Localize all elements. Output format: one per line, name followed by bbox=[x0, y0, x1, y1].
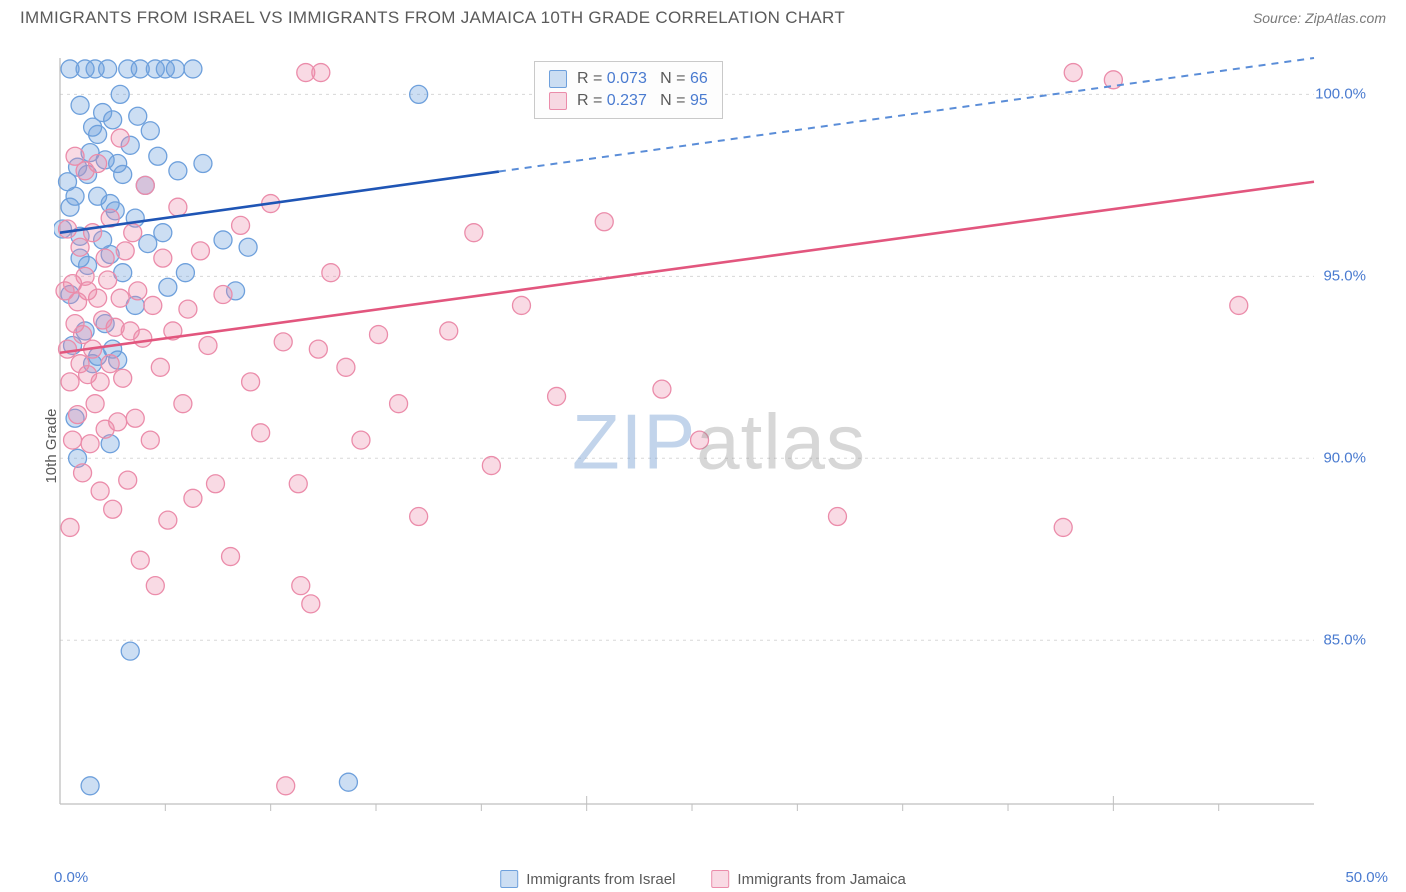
x-axis-min-label: 0.0% bbox=[54, 869, 88, 886]
stats-row-israel: R = 0.073 N = 66 bbox=[549, 68, 708, 90]
legend-label: Immigrants from Israel bbox=[526, 871, 675, 888]
chart-title: IMMIGRANTS FROM ISRAEL VS IMMIGRANTS FRO… bbox=[20, 8, 845, 28]
y-tick-label: 100.0% bbox=[1315, 86, 1366, 103]
bottom-legend: Immigrants from Israel Immigrants from Ja… bbox=[500, 870, 906, 888]
y-tick-label: 85.0% bbox=[1323, 632, 1366, 649]
x-axis-max-label: 50.0% bbox=[1345, 869, 1388, 886]
y-tick-label: 95.0% bbox=[1323, 268, 1366, 285]
legend-item-israel: Immigrants from Israel bbox=[500, 870, 675, 888]
legend-swatch-israel bbox=[549, 70, 567, 88]
legend-label: Immigrants from Jamaica bbox=[737, 871, 905, 888]
legend-swatch-jamaica bbox=[549, 92, 567, 110]
stats-row-jamaica: R = 0.237 N = 95 bbox=[549, 90, 708, 112]
stats-text: R = 0.237 N = 95 bbox=[577, 92, 708, 110]
y-tick-label: 90.0% bbox=[1323, 450, 1366, 467]
source-label: Source: ZipAtlas.com bbox=[1253, 10, 1386, 26]
plot-area: ZIPatlas R = 0.073 N = 66R = 0.237 N = 9… bbox=[54, 52, 1384, 832]
legend-swatch-israel bbox=[500, 870, 518, 888]
legend-swatch-jamaica bbox=[711, 870, 729, 888]
scatter-svg bbox=[54, 52, 1384, 832]
stats-text: R = 0.073 N = 66 bbox=[577, 70, 708, 88]
stats-legend-box: R = 0.073 N = 66 R = 0.237 N = 95 bbox=[534, 61, 723, 119]
legend-item-jamaica: Immigrants from Jamaica bbox=[711, 870, 905, 888]
